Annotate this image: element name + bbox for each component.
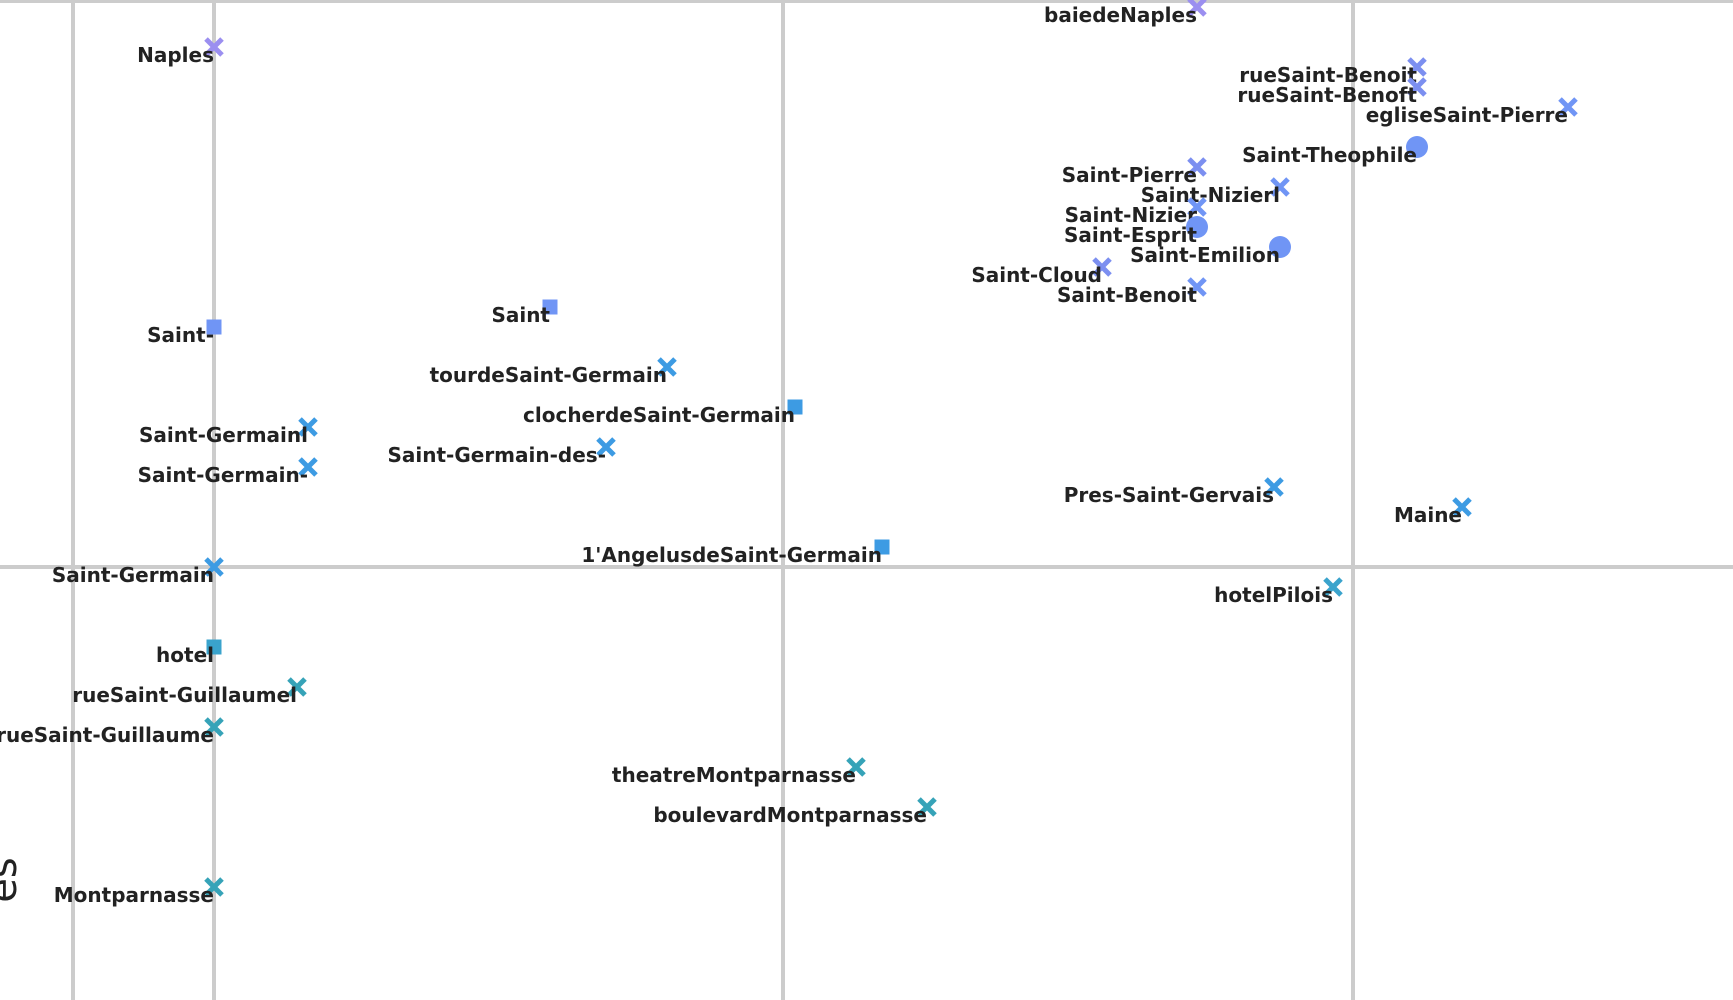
point-label: Saint- (147, 323, 214, 347)
point-label: Saint-Benoit (1057, 283, 1197, 307)
point-marker (1407, 57, 1427, 77)
point-marker (1406, 136, 1428, 158)
point-label: Saint-Nizierl (1141, 183, 1280, 207)
point-label: Saint-Germain (52, 563, 214, 587)
point-label: rueSaint-Benoit (1239, 63, 1417, 87)
point-label: Saint-Germainl (139, 423, 308, 447)
point-label: Saint-Pierre (1062, 163, 1197, 187)
point-marker (204, 557, 224, 577)
point-label: Saint-Esprit (1064, 223, 1197, 247)
point-label: Saint-Theophile (1242, 143, 1417, 167)
data-points: baiedeNaplesNaplesrueSaint-BenoitrueSain… (0, 0, 1578, 907)
point-marker (1187, 277, 1207, 297)
point-label: Pres-Saint-Gervais (1064, 483, 1274, 507)
point-label: Montparnasse (54, 883, 214, 907)
point-marker (1270, 177, 1290, 197)
point-marker (1186, 216, 1208, 238)
point-marker (846, 757, 866, 777)
point-label: clocherdeSaint-Germain (523, 403, 795, 427)
y-axis-label: es (0, 857, 26, 902)
point-marker (298, 457, 318, 477)
point-label: Saint-Nizier (1065, 203, 1198, 227)
point-marker (596, 437, 616, 457)
point-label: hotelPilois (1214, 583, 1333, 607)
point-marker (1264, 477, 1284, 497)
point-label: rueSaint-Guillaume (0, 723, 214, 747)
point-marker (1187, 157, 1207, 177)
point-label: Saint (491, 303, 550, 327)
point-label: Maine (1394, 503, 1462, 527)
point-marker (1452, 497, 1472, 517)
point-marker (204, 877, 224, 897)
point-label: hotel (156, 643, 214, 667)
point-marker (298, 417, 318, 437)
point-marker (1323, 577, 1343, 597)
point-label: rueSaint-Guillaumel (72, 683, 297, 707)
point-label: baiedeNaples (1044, 3, 1197, 27)
point-marker (1187, 197, 1207, 217)
point-label: boulevardMontparnasse (653, 803, 927, 827)
point-label: 1'AngelusdeSaint-Germain (581, 543, 882, 567)
point-marker (657, 357, 677, 377)
point-marker (542, 299, 558, 315)
point-marker (1558, 97, 1578, 117)
point-label: Saint-Emilion (1130, 243, 1280, 267)
point-label: tourdeSaint-Germain (430, 363, 667, 387)
point-marker (874, 539, 890, 555)
point-label: Naples (137, 43, 214, 67)
point-label: Saint-Germain-des- (387, 443, 606, 467)
point-label: Saint-Cloud (971, 263, 1102, 287)
point-marker (204, 37, 224, 57)
point-marker (206, 319, 222, 335)
point-marker (287, 677, 307, 697)
point-marker (917, 797, 937, 817)
point-marker (204, 717, 224, 737)
point-label: rueSaint-Benoft (1237, 83, 1417, 107)
point-marker (1092, 257, 1112, 277)
point-marker (1407, 77, 1427, 97)
point-marker (1269, 236, 1291, 258)
point-marker (1187, 0, 1207, 17)
point-label: Saint-Germain- (138, 463, 308, 487)
point-marker (206, 639, 222, 655)
point-marker (787, 399, 803, 415)
point-label: theatreMontparnasse (612, 763, 856, 787)
point-label: egliseSaint-Pierre (1366, 103, 1568, 127)
